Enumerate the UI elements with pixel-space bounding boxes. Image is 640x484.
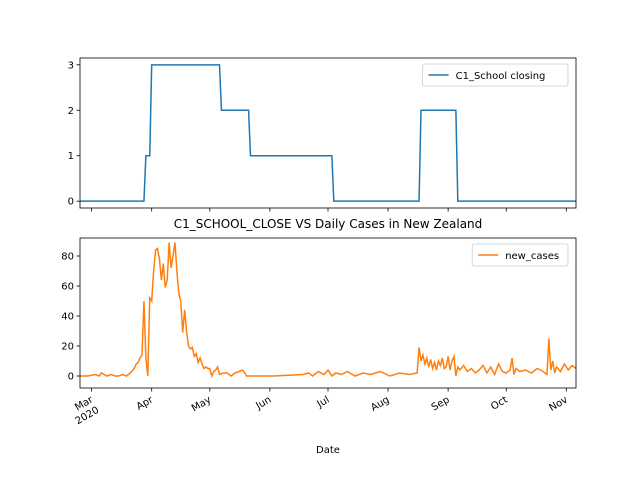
x-tick-label: Sep xyxy=(430,395,452,414)
line-series xyxy=(80,242,577,379)
y-tick-label: 0 xyxy=(68,372,74,383)
x-tick-label: Oct xyxy=(489,394,510,412)
y-tick-label: 80 xyxy=(61,252,74,263)
x-tick-label: Aug xyxy=(369,395,391,414)
legend-box xyxy=(471,243,569,267)
x-tick-label: Mar2020 xyxy=(68,394,102,427)
y-tick-label: 0 xyxy=(68,197,74,208)
y-tick-label: 2 xyxy=(68,106,74,117)
axes-frame xyxy=(79,237,577,389)
x-axis-label: Date xyxy=(316,445,340,456)
y-tick-label: 3 xyxy=(68,60,74,71)
chart-title: C1_SCHOOL_CLOSE VS Daily Cases in New Ze… xyxy=(174,217,483,231)
x-tick-label: Jun xyxy=(253,395,273,413)
y-tick-label: 1 xyxy=(68,151,74,162)
x-tick-label: Nov xyxy=(547,395,569,414)
axes-frame xyxy=(79,57,577,209)
y-tick-label: 40 xyxy=(61,312,74,323)
x-tick-label: Jul xyxy=(315,395,332,411)
x-tick-label: May xyxy=(190,395,213,415)
legend-label: C1_School closing xyxy=(456,71,546,82)
line-series xyxy=(80,64,576,202)
legend-label: new_cases xyxy=(505,251,559,262)
y-tick-label: 60 xyxy=(61,282,74,293)
y-tick-label: 20 xyxy=(61,342,74,353)
x-tick-label: Apr xyxy=(135,394,156,413)
legend-box xyxy=(422,63,569,87)
